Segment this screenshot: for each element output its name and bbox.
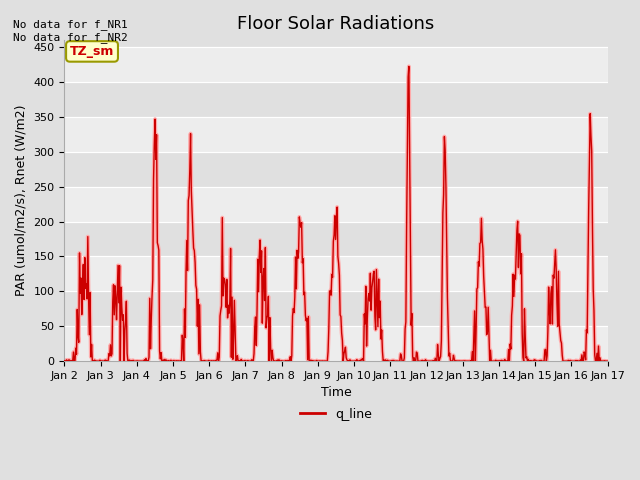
Text: TZ_sm: TZ_sm bbox=[70, 45, 114, 58]
Text: No data for f_NR1
No data for f_NR2: No data for f_NR1 No data for f_NR2 bbox=[13, 19, 127, 43]
Y-axis label: PAR (umol/m2/s), Rnet (W/m2): PAR (umol/m2/s), Rnet (W/m2) bbox=[15, 105, 28, 296]
Bar bbox=[65, 256, 607, 291]
Bar bbox=[65, 47, 607, 82]
Legend: q_line: q_line bbox=[295, 403, 377, 425]
X-axis label: Time: Time bbox=[321, 386, 351, 399]
Title: Floor Solar Radiations: Floor Solar Radiations bbox=[237, 15, 435, 33]
Bar bbox=[65, 187, 607, 222]
Bar bbox=[65, 326, 607, 361]
Bar bbox=[65, 117, 607, 152]
